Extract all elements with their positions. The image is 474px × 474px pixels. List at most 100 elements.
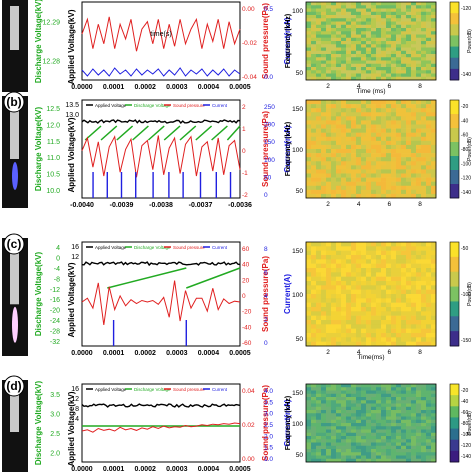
spectrogram-cell	[331, 413, 337, 417]
spectrogram-cell	[361, 268, 367, 273]
spectrogram-cell	[366, 452, 372, 456]
spectrogram-cell	[376, 393, 382, 398]
spectrogram-cell	[336, 132, 342, 138]
spectrogram-cell	[341, 320, 347, 325]
spectrogram-cell	[306, 116, 312, 121]
spectrogram-cell	[371, 400, 377, 404]
spectrogram-cell	[381, 100, 387, 105]
spectrogram-cell	[376, 429, 382, 434]
spectrogram-cell	[376, 413, 382, 417]
spectrogram-cell	[421, 410, 427, 414]
spectrogram-cell	[411, 70, 417, 74]
spectrogram-cell	[341, 272, 347, 277]
spectrogram-cell	[431, 458, 437, 463]
spectrogram-cell	[356, 432, 362, 437]
spectrogram-cell	[431, 34, 437, 39]
left-axis-label: Discharge Voltage(kV)	[34, 107, 43, 192]
spectrogram-cell	[346, 189, 352, 195]
spectrogram-cell	[406, 5, 412, 9]
spectrogram-cell	[356, 341, 362, 347]
left-tick: 4	[56, 245, 60, 252]
right-tick: 40	[242, 262, 250, 269]
spectrogram-cell	[396, 307, 402, 312]
spectrogram-cell	[331, 416, 337, 421]
spectrogram-cell	[331, 337, 337, 342]
spectrogram-cell	[416, 34, 422, 39]
spectrogram-cell	[331, 189, 337, 195]
spectrogram-cell	[426, 11, 432, 16]
spectrogram-cell	[426, 73, 432, 78]
spectrogram-cell	[421, 34, 427, 39]
spectrogram-cell	[361, 397, 367, 401]
spectrogram-cell	[381, 63, 387, 68]
spectrogram-cell	[316, 400, 322, 404]
spectrogram-cell	[336, 452, 342, 456]
spectrogram-frame	[305, 383, 437, 463]
spectrogram-cell	[306, 341, 312, 347]
spectrogram-cell	[416, 436, 422, 440]
spectrogram-cell	[346, 259, 352, 264]
spectrogram-cell	[311, 307, 317, 312]
spectrogram-cell	[371, 285, 377, 290]
spectrogram-cell	[326, 161, 332, 166]
spectrogram-cell	[396, 37, 402, 42]
spectrogram-cell	[421, 157, 427, 162]
spectrogram-cell	[341, 57, 347, 61]
spectrogram-cell	[411, 31, 417, 35]
right-axis-label: Sound pressure(Pa)	[261, 111, 270, 187]
spectrogram-cell	[406, 281, 412, 286]
spectrogram-cell	[366, 149, 372, 154]
spectrogram-cell	[401, 116, 407, 121]
spectrogram-cell	[371, 108, 377, 113]
spectrogram-cell	[356, 76, 362, 81]
spectrogram-cell	[431, 100, 437, 105]
colorbar	[449, 99, 460, 199]
spectrogram-cell	[381, 393, 387, 398]
spectrogram-cell	[401, 177, 407, 182]
spectrogram-cell	[376, 445, 382, 450]
spectrogram-cell	[381, 116, 387, 121]
spectrogram-cell	[316, 263, 322, 269]
spectrogram-cell	[371, 157, 377, 162]
spectrogram-cell	[411, 285, 417, 290]
spectrogram-cell	[391, 449, 397, 453]
spectrogram-cell	[431, 124, 437, 129]
colorbar-tick: -80	[461, 421, 468, 427]
spectrogram-cell	[306, 37, 312, 42]
spectrogram-cell	[321, 63, 327, 68]
spectrogram-cell	[311, 47, 317, 52]
spectrogram-cell	[376, 108, 382, 113]
spectrogram-cell	[356, 419, 362, 424]
spectrogram-cell	[386, 432, 392, 437]
spectrogram-cell	[316, 439, 322, 443]
spectrogram-cell	[416, 307, 422, 312]
spectrogram-cell	[331, 268, 337, 273]
spectrogram-cell	[306, 189, 312, 195]
spectrogram-cell	[411, 5, 417, 9]
spectrogram-cell	[391, 442, 397, 447]
spectrogram-cell	[421, 5, 427, 9]
spectrogram-cell	[321, 47, 327, 52]
spectrogram-cell	[311, 149, 317, 154]
spectrogram-cell	[321, 181, 327, 187]
spectrogram-cell	[396, 419, 402, 424]
spectrogram-cell	[311, 73, 317, 78]
spectrogram-cell	[401, 54, 407, 58]
spectrogram-cell	[321, 128, 327, 133]
spectrogram-cell	[351, 315, 357, 321]
spectrogram-cell	[421, 328, 427, 334]
spectrogram-cell	[331, 328, 337, 334]
spectrogram-cell	[361, 426, 367, 430]
panel-b: (b)Discharge Voltage(kV) Applied Voltage(…	[2, 91, 473, 209]
colorbar-tick: -40	[461, 118, 468, 124]
spectrogram-cell	[321, 34, 327, 39]
spectrogram-cell	[306, 315, 312, 321]
spectrogram-cell	[406, 189, 412, 195]
spectrogram-cell	[381, 452, 387, 456]
colorbar-segment	[450, 156, 459, 171]
spectrogram-cell	[336, 455, 342, 460]
spectrogram-cell	[431, 70, 437, 74]
spectrogram-cell	[316, 149, 322, 154]
spectrogram-cell	[386, 136, 392, 142]
spectrogram-cell	[326, 429, 332, 434]
